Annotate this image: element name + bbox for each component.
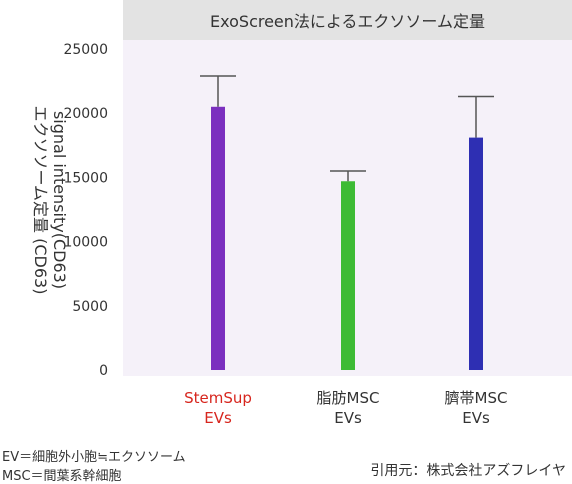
category-label: StemSup	[184, 389, 252, 407]
category-label: 臍帯MSC	[445, 389, 508, 407]
y-tick-label: 15000	[63, 170, 108, 186]
category-label: EVs	[462, 409, 490, 427]
category-label: 脂肪MSC	[317, 389, 380, 407]
y-tick-label: 0	[99, 363, 108, 379]
source-credit: 引用元：株式会社アズフレイヤ	[370, 463, 566, 479]
y-tick-label: 5000	[72, 299, 108, 315]
y-tick-label: 10000	[63, 235, 108, 251]
category-label: EVs	[204, 409, 232, 427]
footnote-ev: EV＝細胞外小胞≒エクソソーム	[2, 450, 186, 465]
footnote-msc: MSC＝間葉系幹細胞	[2, 469, 122, 484]
bar	[211, 106, 225, 370]
y-tick-label: 25000	[63, 42, 108, 58]
chart-title: ExoScreen法によるエクソソーム定量	[123, 0, 572, 40]
bar	[469, 137, 483, 370]
bar	[341, 181, 355, 370]
y-tick-label: 20000	[63, 106, 108, 122]
category-label: EVs	[334, 409, 362, 427]
